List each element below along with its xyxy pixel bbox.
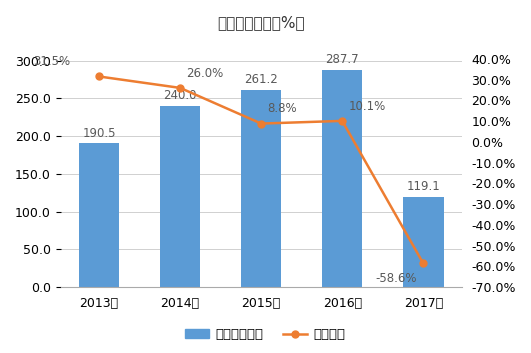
Bar xyxy=(403,197,443,287)
增长速度 xyxy=(420,261,426,265)
Text: 190.5: 190.5 xyxy=(82,127,116,139)
Legend: 固定资产投资, 增长速度: 固定资产投资, 增长速度 xyxy=(180,323,351,346)
Bar xyxy=(79,143,119,287)
Title: （单位：亿元、%）: （单位：亿元、%） xyxy=(217,15,305,30)
Bar xyxy=(241,90,281,287)
Text: 119.1: 119.1 xyxy=(406,180,440,193)
Text: 8.8%: 8.8% xyxy=(268,102,297,115)
Bar xyxy=(322,70,363,287)
Text: 10.1%: 10.1% xyxy=(349,100,386,113)
Text: 240.0: 240.0 xyxy=(164,89,197,102)
增长速度 xyxy=(339,119,346,123)
Text: 26.0%: 26.0% xyxy=(186,67,224,79)
Text: 261.2: 261.2 xyxy=(244,73,278,86)
Text: 31.5%: 31.5% xyxy=(33,55,71,68)
Text: -58.6%: -58.6% xyxy=(375,272,417,285)
增长速度 xyxy=(258,121,264,126)
Text: 287.7: 287.7 xyxy=(326,53,359,66)
增长速度 xyxy=(96,74,102,79)
增长速度 xyxy=(177,86,183,90)
Bar xyxy=(160,106,200,287)
Line: 增长速度: 增长速度 xyxy=(96,73,427,267)
